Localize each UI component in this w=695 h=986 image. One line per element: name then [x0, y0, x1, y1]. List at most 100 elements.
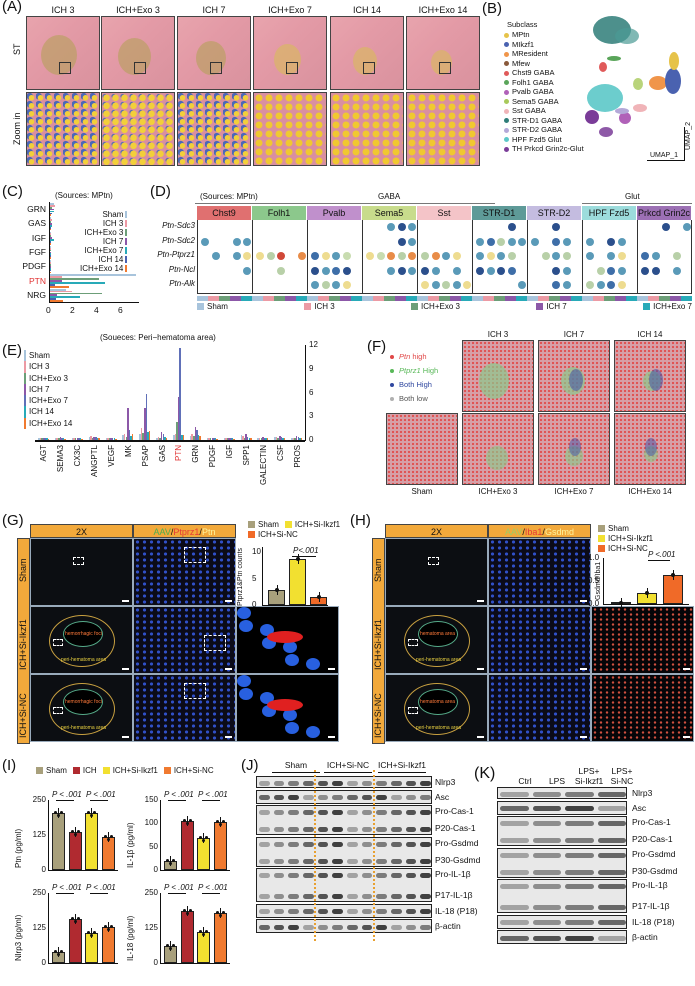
h-annotation-lesion: hematoma area: [420, 631, 456, 637]
c-bar: [50, 288, 66, 291]
protein-band: [361, 780, 373, 786]
protein-band: [303, 827, 314, 832]
d-dot: [201, 237, 209, 246]
d-dot: [408, 252, 416, 260]
e-bar: [140, 428, 143, 440]
panel-a-label: (A): [2, 0, 22, 15]
d-dot: [321, 266, 330, 275]
western-blot-strip: [256, 868, 432, 902]
e-bar: [130, 436, 132, 440]
legend-item: Sema5 GABA: [504, 97, 584, 107]
e-bar: [96, 437, 99, 440]
blot-band-label: IL-18 (P18): [435, 905, 478, 916]
c-bar: [50, 224, 53, 227]
e-bar: [193, 436, 195, 440]
legend-item: MPtn: [504, 30, 584, 40]
c-bar: [50, 260, 51, 262]
e-bar: [74, 438, 77, 440]
e-bar: [206, 437, 209, 440]
c-bar: [50, 269, 52, 272]
g-micrograph-image: hemorrhagic foci peri-hematoma area: [30, 606, 133, 674]
protein-band: [420, 873, 431, 878]
d-condition-strip: [417, 296, 428, 301]
significance-bar: [202, 800, 220, 801]
legend-item: ICH+Exo 3: [411, 302, 460, 311]
protein-band: [500, 838, 529, 843]
d-condition-strip: [461, 296, 472, 301]
e-bar: [47, 439, 50, 440]
protein-band: [565, 791, 594, 797]
protein-band: [259, 780, 270, 786]
protein-band: [347, 858, 358, 864]
significance-bar: [202, 893, 220, 894]
legend-item: STR-D1 GABA: [504, 116, 584, 126]
e-bar: [39, 438, 42, 440]
western-blot-strip: [497, 787, 627, 799]
bar: [68, 918, 82, 963]
protein-band: [332, 858, 343, 864]
legend-swatch-icon: [536, 303, 544, 311]
protein-band: [303, 873, 314, 878]
c-bar: [50, 233, 52, 236]
protein-band: [405, 858, 417, 864]
d-condition-strip: [582, 296, 593, 301]
significance-bar: [90, 893, 108, 894]
western-blot-strip: [256, 789, 432, 804]
d-condition-strip: [285, 296, 296, 301]
legend-swatch-icon: [598, 525, 605, 533]
protein-band: [332, 827, 343, 832]
legend-dot-icon: [390, 355, 394, 360]
error-bar: [91, 927, 92, 938]
d-condition-strip: [406, 296, 417, 301]
blot-band-label: Pro-IL-1β: [632, 880, 668, 890]
zoom-box: [184, 683, 206, 699]
protein-band: [532, 869, 561, 875]
e-bar: [299, 437, 301, 440]
protein-band: [420, 924, 431, 930]
data-point: [202, 932, 205, 936]
d-dot: [266, 252, 275, 260]
protein-band: [303, 810, 314, 815]
k-group-label: Si-Ikzf1: [574, 776, 604, 786]
protein-band: [361, 858, 373, 864]
e-bar: [250, 438, 252, 440]
g-micrograph-image: [236, 606, 339, 674]
d-dot: [562, 237, 571, 246]
e-category-label: PSAP: [140, 445, 150, 467]
zoom-box: [53, 639, 63, 646]
protein-band: [317, 795, 329, 800]
e-bar: [223, 438, 226, 440]
d-column-header: Prkcd Grin2c: [637, 206, 692, 220]
legend-swatch-icon: [125, 220, 128, 228]
protein-band: [332, 841, 343, 847]
protein-band: [332, 909, 343, 914]
e-bar: [257, 437, 259, 440]
protein-band: [420, 810, 431, 815]
e-bar: [294, 437, 296, 440]
g-ylabel: Ptprz1&Ptn counts: [237, 548, 244, 606]
d-dot: [586, 281, 594, 289]
d-dot: [321, 252, 330, 260]
protein-band: [391, 924, 402, 930]
data-point: [93, 930, 96, 934]
d-dot: [552, 281, 560, 289]
protein-band: [273, 873, 285, 878]
legend-label: TH Prkcd Grin2c-Glut: [512, 144, 584, 153]
d-dot: [421, 252, 429, 260]
data-point: [54, 949, 57, 953]
e-bar: [228, 437, 230, 440]
c-bar: [50, 242, 52, 245]
e-bar: [266, 438, 269, 440]
scale-bar: [122, 600, 129, 602]
d-cell-frame: [527, 220, 582, 294]
g-row-sidebar: [17, 538, 30, 744]
c-bar: [50, 257, 51, 260]
d-dot: [366, 252, 374, 260]
protein-band: [405, 841, 417, 847]
d-dot: [552, 223, 560, 231]
i-ytick: 125: [32, 923, 46, 932]
data-point: [166, 944, 169, 948]
d-dot: [332, 252, 340, 260]
protein-band: [259, 858, 270, 864]
legend-item: Sham: [80, 210, 128, 219]
